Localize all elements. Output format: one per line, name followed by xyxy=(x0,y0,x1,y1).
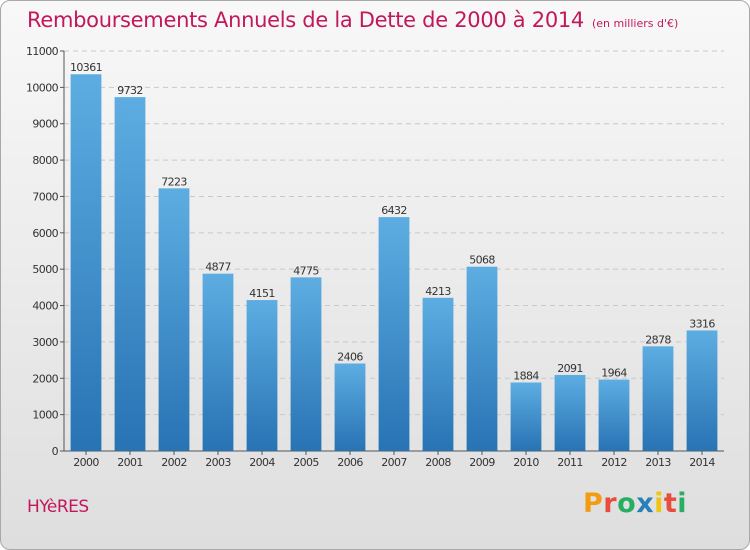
data-label-2001: 9732 xyxy=(117,84,143,97)
x-tick-label-2014: 2014 xyxy=(689,456,715,469)
data-label-2011: 2091 xyxy=(557,362,583,375)
y-tick-label: 10000 xyxy=(26,81,59,94)
bar-2009 xyxy=(466,266,498,451)
y-tick-label: 0 xyxy=(52,445,59,458)
x-tick-label-2001: 2001 xyxy=(117,456,143,469)
bar-2012 xyxy=(598,379,630,451)
y-tick-label: 4000 xyxy=(32,300,58,313)
bar-2011 xyxy=(554,374,586,451)
x-tick-label-2012: 2012 xyxy=(601,456,627,469)
bar-2014 xyxy=(686,330,718,451)
bar-2005 xyxy=(290,277,322,451)
data-label-2004: 4151 xyxy=(249,287,275,300)
data-label-2010: 1884 xyxy=(513,369,539,382)
y-tick-label: 2000 xyxy=(32,372,58,385)
bar-2000 xyxy=(70,74,102,452)
city-name: HYèRES xyxy=(27,497,89,517)
logo-letter: i xyxy=(677,488,688,519)
y-tick-label: 8000 xyxy=(32,154,58,167)
logo-letter: P xyxy=(583,488,604,519)
proxiti-logo[interactable]: Proxiti xyxy=(583,488,687,519)
bar-2001 xyxy=(114,97,146,451)
bar-2013 xyxy=(642,346,674,451)
chart-title: Remboursements Annuels de la Dette de 20… xyxy=(27,8,678,32)
logo-letter: r xyxy=(603,488,618,519)
x-tick-label-2003: 2003 xyxy=(205,456,231,469)
bar-2010 xyxy=(510,382,542,451)
bar-2003 xyxy=(202,273,234,451)
x-tick-label-2007: 2007 xyxy=(381,456,407,469)
x-tick-label-2000: 2000 xyxy=(73,456,99,469)
data-label-2008: 4213 xyxy=(425,285,451,298)
data-label-2012: 1964 xyxy=(601,367,627,380)
bar-2002 xyxy=(158,188,190,451)
bars xyxy=(70,74,718,452)
x-tick-label-2002: 2002 xyxy=(161,456,187,469)
x-tick-label-2011: 2011 xyxy=(557,456,583,469)
y-tick-label: 7000 xyxy=(32,190,58,203)
bar-2004 xyxy=(246,300,278,451)
y-tick-label: 5000 xyxy=(32,263,58,276)
data-label-2000: 10361 xyxy=(70,61,102,74)
labels: 0 1000 2000 3000 4000 5000 6000 7000 8000 9000 100… xyxy=(26,45,716,469)
x-tick-label-2006: 2006 xyxy=(337,456,363,469)
bar-2006 xyxy=(334,363,366,451)
x-tick-label-2008: 2008 xyxy=(425,456,451,469)
data-label-2005: 4775 xyxy=(293,264,319,277)
bar-2008 xyxy=(422,297,454,451)
y-tick-label: 6000 xyxy=(32,227,58,240)
x-tick-label-2010: 2010 xyxy=(513,456,539,469)
x-tick-label-2009: 2009 xyxy=(469,456,495,469)
chart-title-text: Remboursements Annuels de la Dette de 20… xyxy=(27,8,584,32)
x-tick-label-2004: 2004 xyxy=(249,456,275,469)
y-tick-label: 11000 xyxy=(26,45,59,58)
bar-2007 xyxy=(378,217,410,451)
data-label-2007: 6432 xyxy=(381,204,407,217)
data-label-2006: 2406 xyxy=(337,351,363,364)
logo-letter: t xyxy=(663,488,678,519)
data-label-2013: 2878 xyxy=(645,333,671,346)
data-label-2014: 3316 xyxy=(689,317,715,330)
data-label-2002: 7223 xyxy=(161,175,187,188)
chart-subtitle: (en milliers d'€) xyxy=(592,17,679,30)
data-label-2003: 4877 xyxy=(205,261,231,274)
y-tick-label: 3000 xyxy=(32,336,58,349)
logo-letter: o xyxy=(617,488,637,519)
x-tick-label-2013: 2013 xyxy=(645,456,671,469)
logo-letter: x xyxy=(636,488,655,519)
y-tick-label: 9000 xyxy=(32,118,58,131)
logo-letter: i xyxy=(654,488,664,519)
y-tick-label: 1000 xyxy=(32,409,58,422)
data-label-2009: 5068 xyxy=(469,254,495,267)
x-tick-label-2005: 2005 xyxy=(293,456,319,469)
